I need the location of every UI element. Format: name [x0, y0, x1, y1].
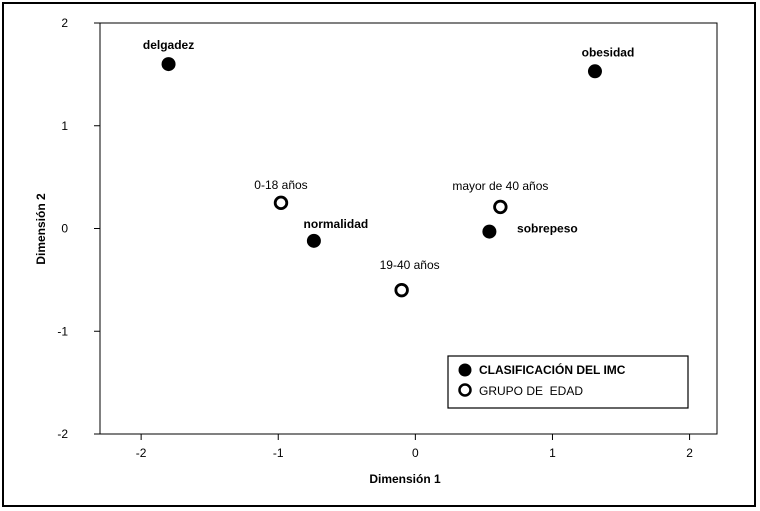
data-point-19-40-años: [394, 282, 409, 298]
x-tick-label: 2: [686, 446, 693, 460]
point-label: delgadez: [143, 38, 194, 52]
data-point-obesidad: [587, 64, 602, 79]
x-tick-label: -2: [136, 446, 147, 460]
legend-marker-edad: [458, 383, 472, 397]
point-label: 19-40 años: [380, 258, 440, 272]
data-point-delgadez: [161, 57, 176, 72]
data-point-sobrepeso: [482, 224, 497, 239]
x-axis-label: Dimensión 1: [369, 472, 441, 486]
point-label: 0-18 años: [254, 178, 307, 192]
point-label: obesidad: [582, 45, 635, 59]
data-point-mayor-de-40-años: [493, 199, 508, 215]
y-tick-label: 0: [61, 222, 68, 236]
point-label: sobrepeso: [517, 222, 578, 236]
point-label: normalidad: [304, 217, 369, 231]
y-axis-label: Dimensión 2: [34, 193, 48, 265]
legend: CLASIFICACIÓN DEL IMC GRUPO DE EDAD: [447, 355, 689, 409]
point-label: mayor de 40 años: [452, 179, 548, 193]
y-tick-label: -2: [57, 427, 68, 441]
legend-label-imc: CLASIFICACIÓN DEL IMC: [479, 362, 626, 377]
y-tick-label: -1: [57, 324, 68, 338]
x-tick-label: 0: [412, 446, 419, 460]
data-point-normalidad: [306, 233, 321, 248]
legend-label-edad: GRUPO DE EDAD: [479, 384, 583, 398]
legend-marker-imc: [458, 363, 472, 377]
legend-box: [447, 355, 689, 409]
y-tick-label: 2: [61, 16, 68, 30]
data-point-0-18-años: [273, 195, 289, 211]
x-tick-label: -1: [273, 446, 284, 460]
y-tick-label: 1: [61, 119, 68, 133]
x-tick-label: 1: [549, 446, 556, 460]
